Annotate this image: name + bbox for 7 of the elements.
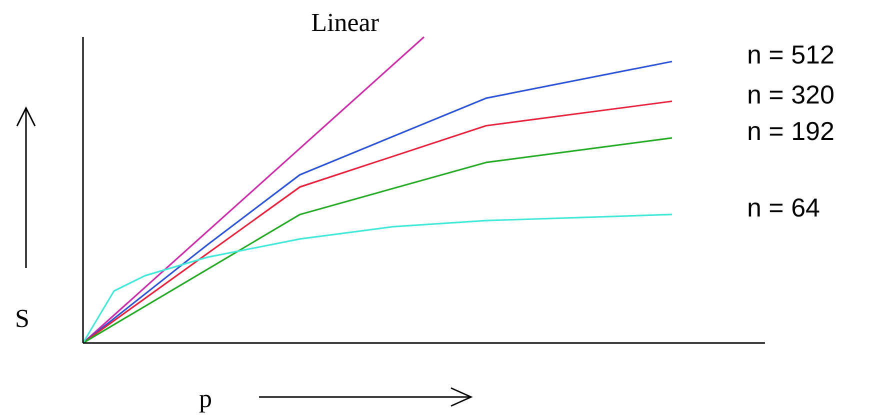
text: n = 64	[747, 192, 820, 222]
text: n = 512	[747, 39, 834, 70]
text: n = 192	[747, 116, 834, 146]
y-axis-title: S	[15, 304, 30, 334]
x-axis-title: p	[199, 384, 212, 414]
text: n = 320	[747, 79, 834, 110]
series-label: Linear	[311, 8, 380, 37]
